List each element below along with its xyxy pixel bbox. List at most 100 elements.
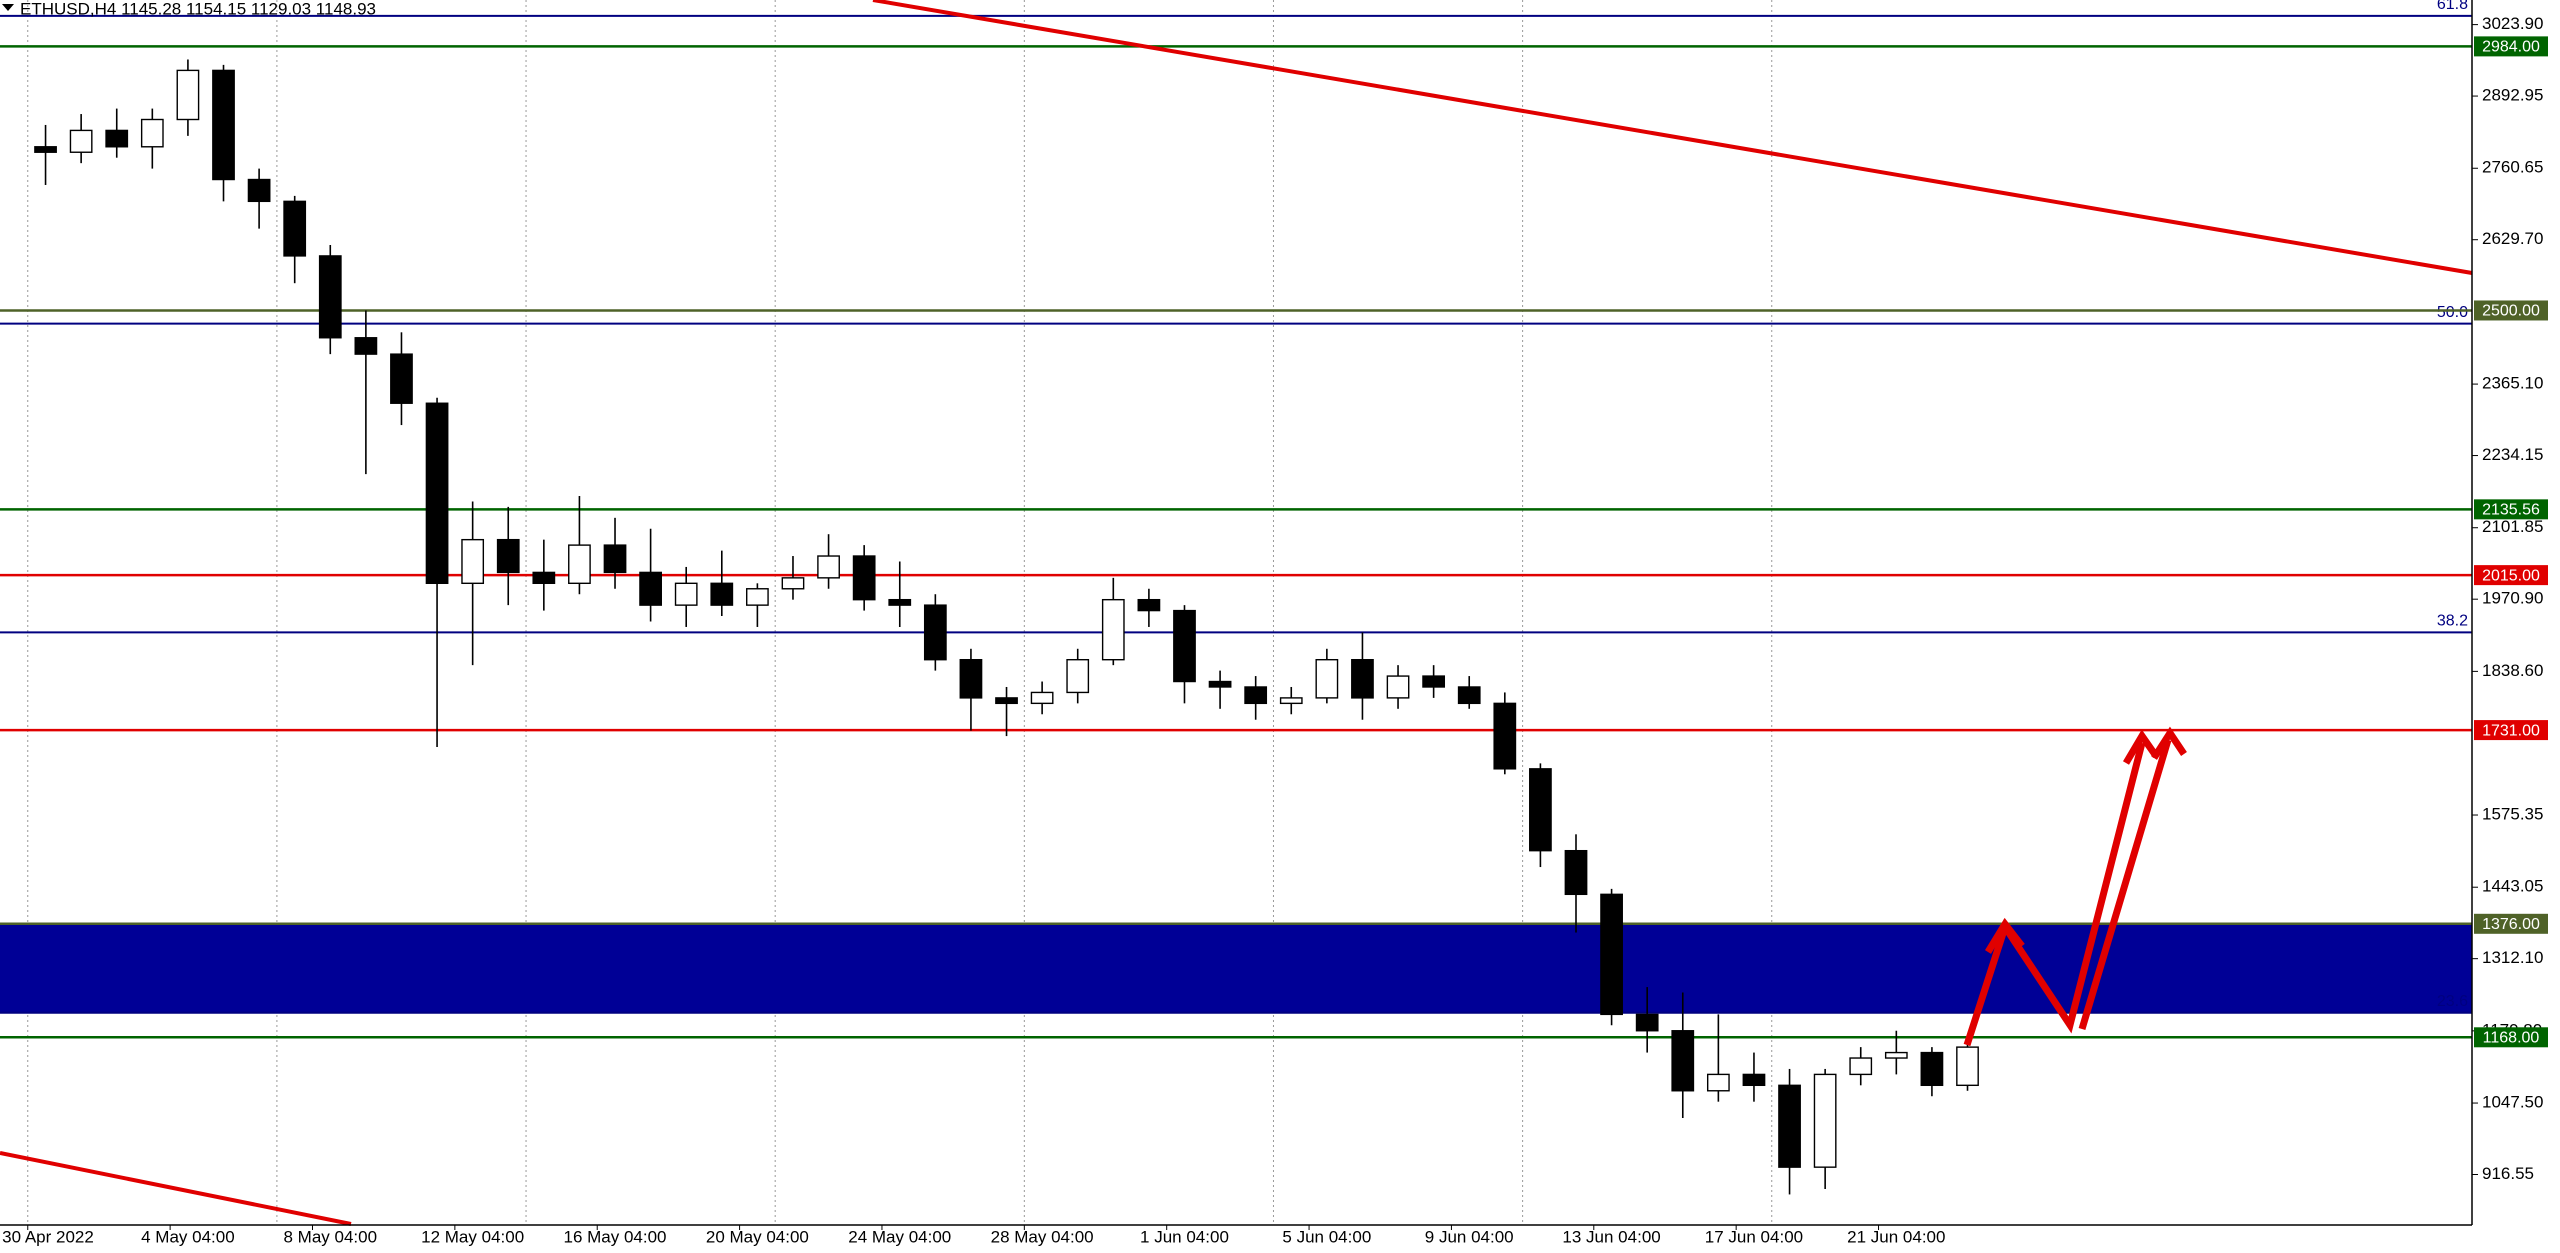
candle-body	[1742, 1073, 1766, 1087]
candle-body	[1813, 1073, 1837, 1168]
candle-body	[1386, 675, 1410, 699]
y-tick-label: 3023.90	[2482, 14, 2543, 33]
candle-body	[639, 571, 662, 606]
x-tick-label: 1 Jun 04:00	[1140, 1227, 1229, 1246]
candle-body	[1030, 691, 1054, 705]
x-tick-label: 21 Jun 04:00	[1847, 1227, 1945, 1246]
candle-body	[1208, 680, 1232, 688]
level-price-label: 2015.00	[2482, 567, 2540, 584]
x-tick-label: 4 May 04:00	[141, 1227, 235, 1246]
candle-body	[1279, 697, 1303, 705]
y-tick-label: 2365.10	[2482, 374, 2543, 393]
y-tick-label: 1970.90	[2482, 589, 2543, 608]
level-price-box	[2474, 300, 2548, 321]
level-price-label: 2984.00	[2482, 39, 2540, 56]
candle-body	[710, 582, 734, 606]
fib-label: 50.0	[2437, 304, 2468, 321]
candle-body	[995, 697, 1018, 705]
candle-body	[781, 577, 805, 590]
x-tick-label: 13 Jun 04:00	[1562, 1227, 1660, 1246]
candle-body	[212, 69, 235, 181]
level-price-box	[2474, 36, 2548, 57]
candle-body	[425, 402, 449, 585]
x-tick-label: 8 May 04:00	[284, 1227, 378, 1246]
candle-body	[1564, 849, 1588, 896]
candle-body	[1671, 1030, 1695, 1092]
level-price-label: 1168.00	[2483, 1030, 2540, 1047]
x-tick-label: 16 May 04:00	[564, 1227, 667, 1246]
y-tick-label: 916.55	[2482, 1164, 2534, 1183]
level-price-label: 1731.00	[2482, 722, 2540, 739]
candle-body	[1457, 686, 1481, 705]
trend-line	[872, 0, 2473, 275]
fib-label: 23.6	[2437, 993, 2468, 1010]
candle-body	[1884, 1051, 1908, 1059]
y-tick-label: 2234.15	[2482, 445, 2543, 464]
candle-body	[1101, 598, 1125, 661]
candle-body	[247, 178, 271, 203]
arrow-head	[2122, 729, 2159, 765]
level-price-label: 2135.56	[2482, 502, 2540, 519]
candle-body	[1920, 1051, 1944, 1087]
candle-body	[34, 146, 57, 153]
candle-body	[1849, 1057, 1873, 1076]
level-price-box	[2474, 913, 2548, 934]
candle-body	[852, 555, 876, 601]
candle-body	[390, 353, 413, 404]
y-tick-label: 1838.60	[2482, 661, 2543, 680]
y-tick-label: 2629.70	[2482, 229, 2543, 248]
level-price-box	[2474, 565, 2548, 586]
plot-layer: 61.8 50.0 38.2 23.6	[0, 0, 2472, 1225]
arrow-head	[1985, 917, 2025, 954]
x-tick-label: 28 May 04:00	[991, 1227, 1094, 1246]
candle-body	[1529, 768, 1552, 852]
y-tick-label: 1312.10	[2482, 948, 2543, 967]
candle-body	[176, 69, 200, 121]
candle-body	[1066, 658, 1090, 694]
fib-label: 61.8	[2437, 0, 2468, 13]
candle-body	[1600, 893, 1623, 1016]
y-tick-label: 1443.05	[2482, 877, 2543, 896]
candle-body	[959, 658, 983, 699]
candle-body	[1315, 658, 1339, 699]
candle-body	[461, 538, 485, 585]
forecast-arrow	[2078, 739, 2172, 1030]
zone	[0, 923, 2472, 1013]
y-tick-label: 2101.85	[2482, 517, 2543, 536]
x-tick-label: 17 Jun 04:00	[1705, 1227, 1803, 1246]
candle-body	[1778, 1084, 1801, 1168]
candle-body	[1493, 702, 1517, 770]
level-price-box	[2474, 720, 2548, 741]
x-tick-label: 12 May 04:00	[421, 1227, 524, 1246]
candle-body	[674, 582, 698, 606]
candle-body	[532, 571, 556, 585]
candle-body	[1706, 1073, 1730, 1092]
candle-body	[354, 337, 378, 355]
candle-body	[817, 555, 840, 579]
candle-body	[1422, 675, 1446, 688]
candle-body	[1137, 598, 1161, 612]
fib-label: 38.2	[2437, 613, 2468, 630]
candle-body	[69, 129, 93, 153]
candle-body	[283, 200, 307, 257]
menu-triangle[interactable]	[2, 4, 14, 11]
candle-body	[746, 588, 769, 606]
x-tick-label: 5 Jun 04:00	[1282, 1227, 1371, 1246]
candle-body	[140, 118, 164, 148]
candle-body	[1173, 609, 1196, 683]
level-price-box	[2474, 1027, 2548, 1048]
level-price-label: 2500.00	[2482, 303, 2540, 320]
trend-line	[0, 1151, 352, 1226]
candle-body	[496, 538, 520, 574]
candle-body	[1635, 1013, 1659, 1032]
x-tick-label: 30 Apr 2022	[2, 1227, 94, 1246]
chart-header: ETHUSD,H4 1145.28 1154.15 1129.03 1148.9…	[20, 0, 376, 18]
candle-body	[603, 544, 627, 574]
x-tick-label: 24 May 04:00	[848, 1227, 951, 1246]
candle-body	[888, 598, 912, 606]
x-tick-label: 20 May 04:00	[706, 1227, 809, 1246]
arrow-head	[2151, 726, 2187, 760]
